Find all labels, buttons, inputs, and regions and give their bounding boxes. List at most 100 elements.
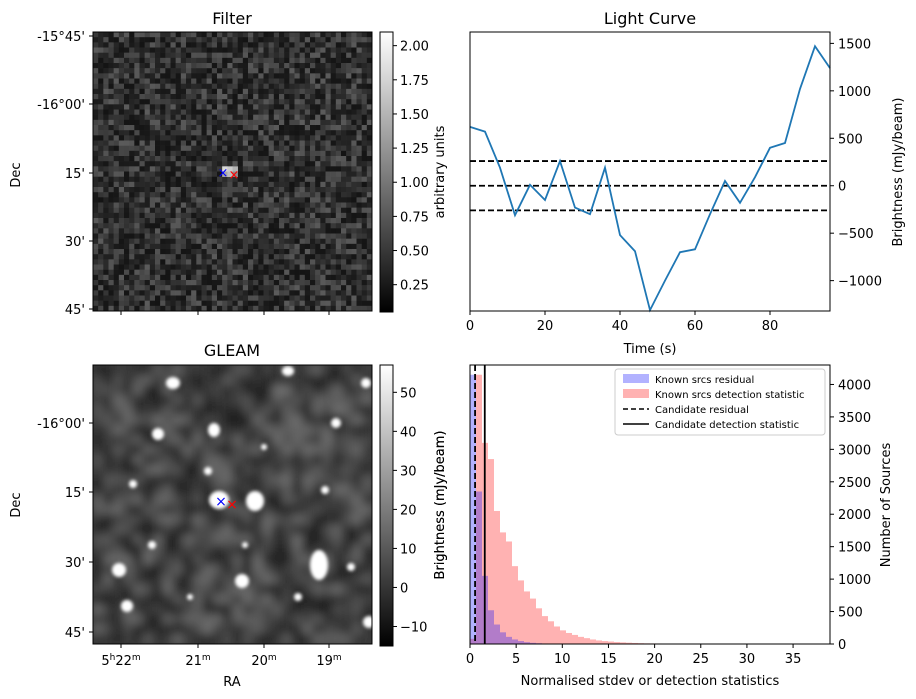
filter-pixel: [217, 140, 223, 146]
filter-pixel: [310, 140, 316, 146]
gleam-pixel: [93, 534, 104, 545]
lightcurve-x-tick-label: 60: [687, 319, 704, 334]
filter-pixel: [320, 285, 326, 291]
filter-pixel: [160, 285, 166, 291]
filter-pixel: [160, 171, 166, 177]
filter-pixel: [227, 156, 233, 162]
gleam-pixel: [302, 424, 313, 436]
filter-pixel: [175, 192, 182, 198]
filter-pixel: [103, 114, 109, 121]
gleam-pixel: [152, 554, 164, 565]
filter-pixel: [186, 305, 192, 312]
filter-pixel: [330, 68, 337, 74]
filter-pixel: [93, 212, 99, 219]
filter-pixel: [258, 119, 264, 126]
filter-pixel: [242, 285, 249, 291]
filter-pixel: [268, 57, 275, 64]
filter-pixel: [330, 181, 337, 188]
filter-pixel: [206, 57, 213, 64]
filter-pixel: [175, 233, 182, 239]
filter-pixel: [103, 52, 109, 59]
filter-pixel: [356, 212, 362, 219]
histogram-bar: [500, 532, 506, 644]
filter-pixel: [346, 181, 352, 188]
filter-pixel: [330, 249, 337, 255]
gleam-pixel: [102, 554, 114, 565]
gleam-pixel: [182, 434, 193, 446]
gleam-pixel: [182, 624, 193, 635]
filter-pixel: [304, 259, 311, 265]
filter-pixel: [134, 305, 140, 312]
filter-pixel: [108, 52, 114, 59]
gleam-pixel: [192, 594, 203, 605]
gleam-pixel: [192, 474, 203, 485]
filter-pixel: [232, 197, 238, 203]
filter-pixel: [299, 130, 306, 136]
filter-pixel: [211, 161, 218, 167]
filter-pixel: [325, 176, 331, 183]
filter-pixel: [217, 274, 223, 281]
filter-pixel: [299, 207, 306, 214]
filter-pixel: [160, 130, 166, 136]
filter-pixel: [248, 145, 254, 152]
filter-pixel: [253, 125, 259, 131]
gleam-pixel: [152, 594, 164, 605]
gleam-source: [166, 377, 180, 389]
filter-pixel: [113, 192, 120, 198]
filter-pixel: [222, 192, 228, 198]
filter-pixel: [237, 135, 244, 141]
filter-pixel: [335, 181, 342, 188]
histogram-x-tick-label: 5: [512, 652, 520, 667]
gleam-pixel: [282, 434, 293, 446]
filter-pixel: [186, 285, 192, 291]
gleam-pixel: [202, 404, 213, 416]
filter-pixel: [346, 99, 352, 105]
filter-pixel: [258, 176, 264, 183]
filter-pixel: [346, 264, 352, 270]
filter-pixel: [144, 238, 151, 245]
filter-pixel: [237, 249, 244, 255]
gleam-pixel: [242, 564, 253, 575]
filter-pixel: [108, 228, 114, 234]
filter-pixel: [284, 218, 290, 224]
filter-pixel: [284, 68, 290, 74]
filter-pixel: [299, 228, 306, 234]
filter-pixel: [113, 269, 120, 276]
gleam-title: GLEAM: [204, 341, 260, 360]
filter-pixel: [237, 202, 244, 208]
filter-pixel: [155, 274, 161, 281]
legend-label-candidate-detection: Candidate detection statistic: [655, 420, 799, 431]
gleam-pixel: [332, 404, 343, 416]
lightcurve-x-ticks: 0 20 40 60 80: [466, 311, 778, 334]
filter-pixel: [263, 104, 269, 110]
filter-pixel: [165, 243, 171, 250]
filter-pixel: [294, 161, 300, 167]
filter-pixel: [144, 300, 151, 307]
filter-pixel: [258, 192, 264, 198]
gleam-pixel: [252, 434, 263, 446]
filter-pixel: [242, 88, 249, 95]
filter-pixel: [268, 94, 275, 100]
gleam-pixel: [152, 384, 164, 396]
filter-pixel: [325, 249, 331, 255]
filter-pixel: [268, 68, 275, 74]
filter-pixel: [356, 156, 362, 162]
filter-pixel: [155, 68, 161, 74]
filter-pixel: [315, 233, 321, 239]
filter-pixel: [180, 73, 187, 79]
filter-pixel: [284, 63, 290, 69]
filter-pixel: [284, 192, 290, 198]
filter-pixel: [253, 238, 259, 245]
filter-pixel: [186, 63, 192, 69]
filter-pixel: [335, 130, 342, 136]
filter-pixel: [160, 254, 166, 260]
filter-pixel: [289, 228, 295, 234]
filter-pixel: [170, 52, 176, 59]
filter-pixel: [175, 166, 182, 172]
filter-pixel: [103, 274, 109, 281]
filter-pixel: [217, 99, 223, 105]
filter-pixel: [222, 238, 228, 245]
filter-pixel: [366, 269, 373, 276]
gleam-pixel: [172, 464, 183, 475]
filter-pixel: [330, 125, 337, 131]
